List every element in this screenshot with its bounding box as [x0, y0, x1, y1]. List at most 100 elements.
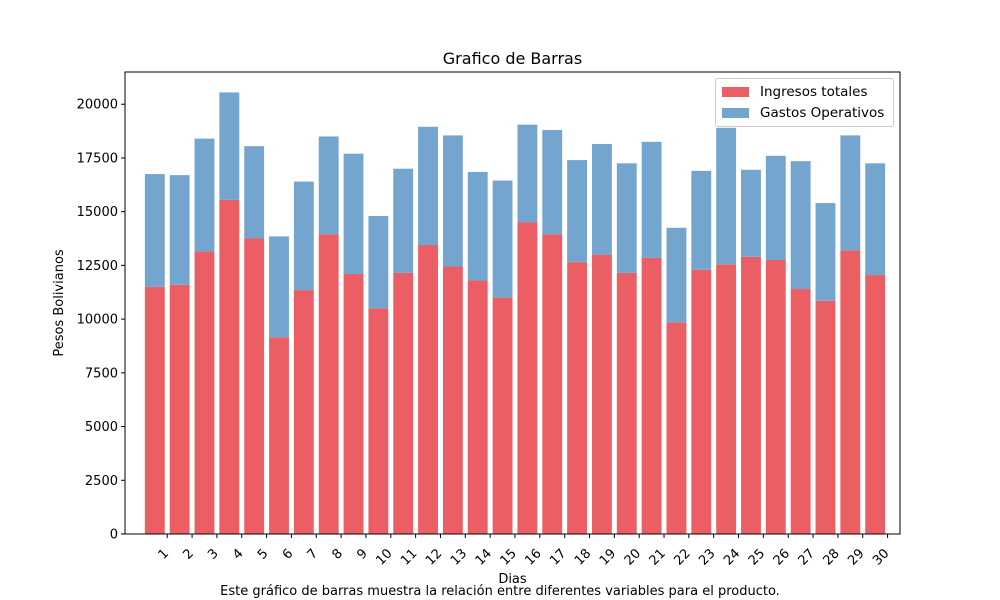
legend-swatch-gastos — [722, 108, 749, 118]
x-tick-label: 18 — [572, 546, 594, 568]
y-tick-label: 10000 — [77, 313, 118, 328]
bar-ingresos-19 — [591, 254, 612, 534]
bar-gastos-8 — [318, 136, 339, 235]
bar-ingresos-10 — [368, 308, 389, 534]
bar-gastos-22 — [666, 227, 687, 323]
x-tick-label: 20 — [622, 546, 644, 568]
bar-gastos-4 — [219, 92, 240, 200]
bar-gastos-2 — [169, 175, 190, 285]
bar-ingresos-17 — [542, 234, 563, 534]
x-tick-label: 6 — [280, 546, 296, 562]
bar-ingresos-15 — [492, 297, 513, 534]
x-tick-label: 9 — [354, 546, 370, 562]
bar-gastos-3 — [194, 138, 215, 252]
bar-gastos-13 — [442, 135, 463, 267]
x-tick-label: 17 — [547, 546, 569, 568]
y-tick-label: 12500 — [77, 259, 118, 274]
bar-ingresos-22 — [666, 322, 687, 534]
bar-ingresos-2 — [169, 284, 190, 534]
x-tick-label: 1 — [156, 546, 172, 562]
legend-swatch-ingresos — [722, 87, 749, 97]
bar-gastos-24 — [716, 127, 737, 265]
bar-ingresos-14 — [467, 280, 488, 534]
bar-gastos-28 — [815, 203, 836, 301]
bar-gastos-12 — [418, 126, 438, 245]
y-tick-label: 15000 — [77, 205, 118, 220]
bar-ingresos-16 — [517, 222, 538, 534]
bar-ingresos-8 — [318, 234, 339, 534]
bar-gastos-6 — [269, 236, 289, 338]
x-tick-label: 25 — [746, 546, 768, 568]
bar-gastos-20 — [616, 163, 637, 273]
bar-gastos-21 — [641, 141, 662, 258]
bar-ingresos-20 — [616, 272, 637, 534]
x-tick-label: 5 — [255, 546, 271, 562]
x-tick-label: 7 — [305, 546, 321, 562]
y-tick-label: 20000 — [77, 98, 118, 113]
legend-label-gastos: Gastos Operativos — [760, 105, 885, 121]
legend-item-ingresos: Ingresos totales — [722, 83, 868, 101]
chart-caption: Este gráfico de barras muestra la relaci… — [220, 584, 780, 599]
bar-gastos-26 — [765, 155, 786, 261]
y-axis-label: Pesos Bolivianos — [52, 249, 67, 357]
bar-ingresos-4 — [219, 199, 240, 534]
x-axis-label: Dias — [498, 572, 527, 587]
legend: Ingresos totales Gastos Operativos — [715, 78, 894, 127]
y-tick-label: 5000 — [85, 420, 118, 435]
bar-ingresos-29 — [840, 250, 861, 534]
y-tick-label: 2500 — [85, 474, 118, 489]
bar-gastos-14 — [467, 171, 488, 281]
bar-ingresos-9 — [343, 273, 364, 534]
bar-gastos-29 — [840, 135, 861, 251]
x-tick-label: 3 — [205, 546, 221, 562]
y-tick-label: 0 — [110, 528, 118, 543]
bar-ingresos-28 — [815, 300, 836, 534]
x-tick-label: 10 — [373, 546, 395, 568]
x-tick-label: 4 — [230, 546, 246, 562]
x-tick-label: 12 — [423, 546, 445, 568]
bar-ingresos-12 — [418, 244, 438, 535]
bar-ingresos-3 — [194, 251, 215, 534]
x-tick-label: 29 — [845, 546, 867, 568]
bar-gastos-7 — [293, 181, 314, 291]
bar-ingresos-27 — [790, 289, 811, 534]
x-tick-label: 26 — [771, 546, 793, 568]
bar-gastos-16 — [517, 124, 538, 223]
bar-ingresos-1 — [144, 286, 165, 534]
bar-gastos-17 — [542, 130, 563, 235]
x-tick-label: 30 — [870, 546, 892, 568]
legend-item-gastos: Gastos Operativos — [722, 104, 884, 122]
chart-title: Grafico de Barras — [443, 49, 582, 68]
bar-ingresos-18 — [567, 262, 588, 534]
y-tick-label: 17500 — [77, 151, 118, 166]
bar-ingresos-5 — [244, 238, 265, 534]
bar-gastos-15 — [492, 180, 513, 298]
bar-ingresos-25 — [741, 256, 761, 534]
x-tick-label: 13 — [448, 546, 470, 568]
x-tick-label: 16 — [522, 546, 544, 568]
x-tick-label: 15 — [498, 546, 520, 568]
bar-ingresos-21 — [641, 257, 662, 534]
bar-gastos-19 — [591, 143, 612, 255]
x-tick-label: 14 — [473, 546, 495, 568]
bar-ingresos-26 — [765, 260, 786, 534]
bar-gastos-5 — [244, 146, 265, 239]
x-tick-label: 8 — [329, 546, 345, 562]
x-tick-label: 19 — [597, 546, 619, 568]
x-tick-label: 23 — [696, 546, 718, 568]
bar-ingresos-6 — [269, 337, 289, 534]
x-tick-label: 28 — [820, 546, 842, 568]
bar-gastos-10 — [368, 215, 389, 309]
bar-ingresos-13 — [442, 266, 463, 534]
bar-ingresos-23 — [691, 269, 712, 534]
plot-frame — [124, 71, 901, 535]
y-tick-label: 7500 — [85, 366, 118, 381]
x-tick-label: 27 — [796, 546, 818, 568]
x-tick-label: 22 — [671, 546, 693, 568]
bar-gastos-25 — [741, 169, 761, 257]
bar-gastos-23 — [691, 170, 712, 270]
x-tick-label: 24 — [721, 546, 743, 568]
bar-gastos-27 — [790, 161, 811, 290]
x-tick-label: 21 — [647, 546, 669, 568]
